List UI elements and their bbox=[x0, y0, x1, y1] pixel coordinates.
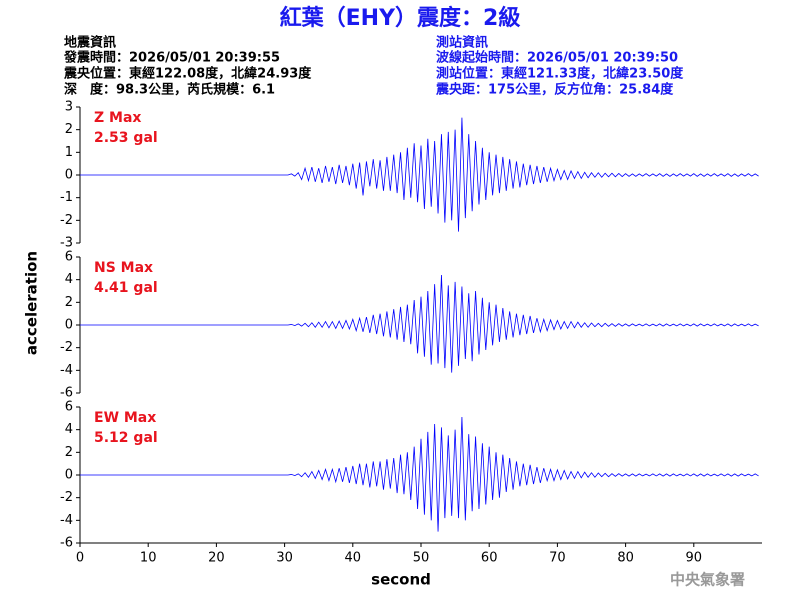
x-tick-label: 90 bbox=[686, 551, 703, 566]
y-tick-label: 1 bbox=[65, 145, 73, 160]
y-tick-label: -2 bbox=[60, 490, 73, 505]
y-tick-label: -1 bbox=[60, 190, 73, 205]
station-line: 波線起始時間：2026/05/01 20:39:50 bbox=[436, 50, 678, 66]
watermark: 中央氣象署 bbox=[670, 571, 745, 589]
y-tick-label: -6 bbox=[60, 386, 73, 401]
annotation: 4.41 gal bbox=[94, 280, 158, 296]
info-line: 深 度：98.3公里，芮氏規模：6.1 bbox=[64, 82, 275, 98]
y-tick-label: -3 bbox=[60, 236, 73, 251]
x-tick-label: 20 bbox=[208, 551, 225, 566]
x-tick-label: 40 bbox=[345, 551, 362, 566]
y-tick-label: -4 bbox=[60, 363, 73, 378]
y-tick-label: -2 bbox=[60, 213, 73, 228]
annotation: NS Max bbox=[94, 260, 153, 276]
x-axis-label: second bbox=[371, 571, 431, 589]
y-tick-label: 0 bbox=[65, 468, 73, 483]
info-line: 發震時間：2026/05/01 20:39:55 bbox=[63, 50, 280, 66]
x-tick-label: 50 bbox=[413, 551, 430, 566]
y-tick-label: 2 bbox=[65, 122, 73, 137]
y-tick-label: 6 bbox=[65, 250, 73, 265]
y-tick-label: 3 bbox=[65, 100, 73, 115]
x-tick-label: 60 bbox=[481, 551, 498, 566]
y-tick-label: 0 bbox=[65, 168, 73, 183]
station-line: 測站位置：東經121.33度，北緯23.50度 bbox=[436, 66, 684, 82]
y-tick-label: -6 bbox=[60, 536, 73, 551]
annotation: 2.53 gal bbox=[94, 130, 158, 146]
annotation: Z Max bbox=[94, 110, 141, 126]
annotation: EW Max bbox=[94, 410, 156, 426]
x-tick-label: 80 bbox=[617, 551, 634, 566]
chart-title: 紅葉（EHY）震度：2級 bbox=[280, 5, 521, 31]
waveform bbox=[80, 275, 759, 373]
y-tick-label: 2 bbox=[65, 295, 73, 310]
y-tick-label: 2 bbox=[65, 445, 73, 460]
y-axis-label: acceleration bbox=[23, 251, 41, 355]
y-tick-label: -2 bbox=[60, 340, 73, 355]
waveform bbox=[80, 416, 759, 532]
y-tick-label: 0 bbox=[65, 318, 73, 333]
info-heading: 地震資訊 bbox=[64, 35, 116, 51]
station-line: 震央距：175公里，反方位角：25.84度 bbox=[435, 82, 674, 98]
station-heading: 測站資訊 bbox=[436, 35, 488, 51]
y-tick-label: 6 bbox=[65, 400, 73, 415]
x-tick-label: 70 bbox=[549, 551, 566, 566]
x-tick-label: 0 bbox=[76, 551, 84, 566]
annotation: 5.12 gal bbox=[94, 430, 158, 446]
waveform bbox=[80, 117, 759, 232]
y-tick-label: 4 bbox=[65, 422, 73, 437]
x-tick-label: 30 bbox=[276, 551, 293, 566]
y-tick-label: 4 bbox=[65, 272, 73, 287]
x-tick-label: 10 bbox=[140, 551, 157, 566]
y-tick-label: -4 bbox=[60, 513, 73, 528]
info-line: 震央位置：東經122.08度，北緯24.93度 bbox=[63, 66, 312, 82]
